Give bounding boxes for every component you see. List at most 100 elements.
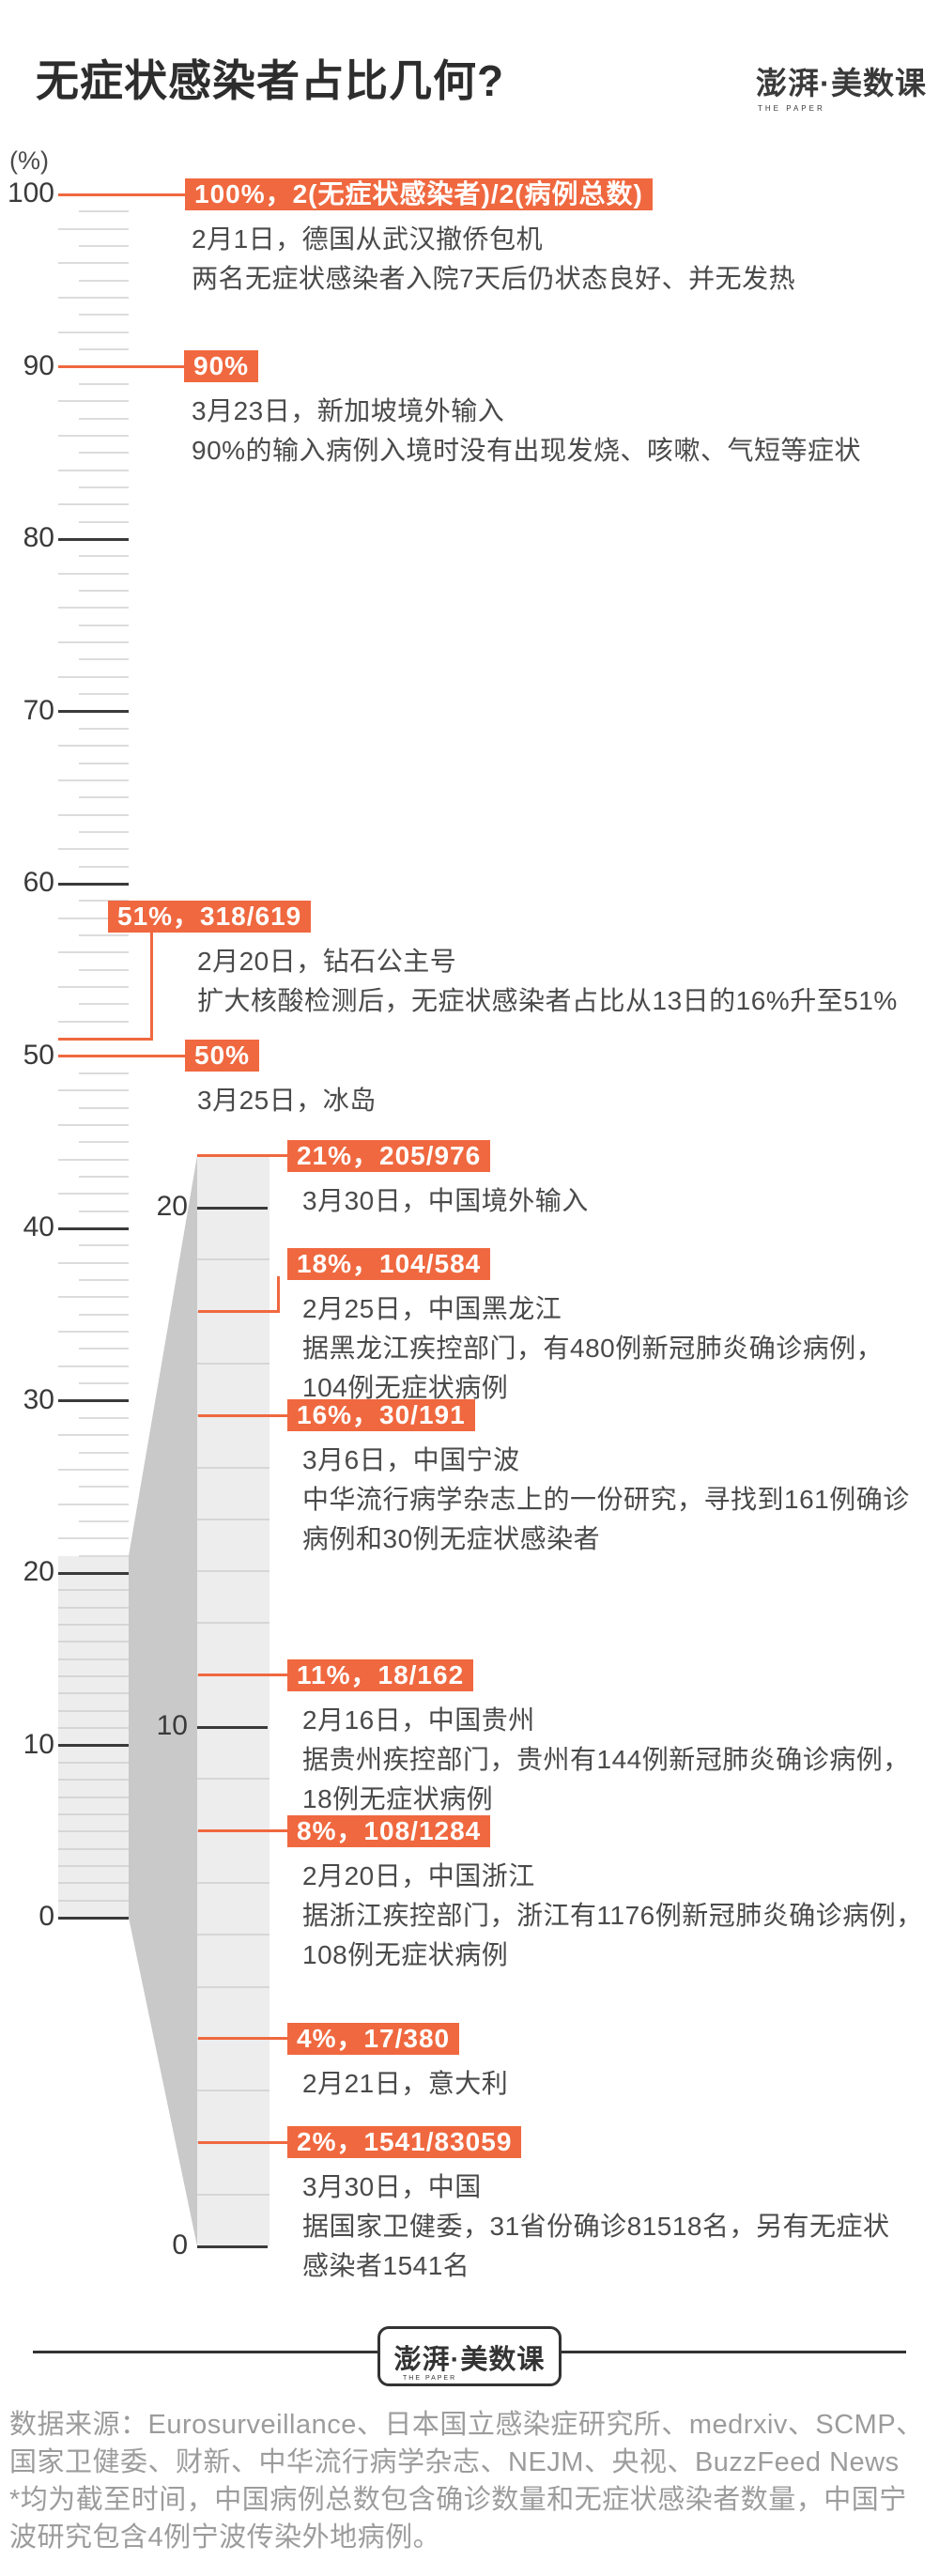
main-axis-minor-gridline bbox=[58, 641, 129, 644]
main-axis-minor-gridline bbox=[58, 1624, 129, 1627]
main-axis-minor-gridline bbox=[79, 693, 129, 696]
entry-note-line: 病例和30例无症状感染者 bbox=[302, 1524, 601, 1553]
inner-axis-minor-gridline bbox=[197, 1518, 269, 1520]
main-axis-tick-label: 90 bbox=[23, 349, 54, 381]
main-axis-minor-gridline bbox=[58, 1692, 129, 1695]
main-axis-tick bbox=[58, 1744, 129, 1747]
entry-note-line: 据国家卫健委，31省份确诊81518名，另有无症状 bbox=[302, 2212, 890, 2241]
axis-unit-label: (%) bbox=[9, 147, 49, 175]
main-axis-minor-gridline bbox=[79, 1244, 129, 1247]
main-axis-minor-gridline bbox=[79, 1416, 129, 1419]
main-axis-minor-gridline bbox=[58, 262, 129, 265]
inner-axis-minor-gridline bbox=[197, 1934, 269, 1936]
main-axis-tick-label: 20 bbox=[23, 1556, 54, 1587]
footnote-line: 数据来源：Eurosurveillance、日本国立感染症研究所、medrxiv… bbox=[9, 2410, 924, 2440]
main-axis-minor-gridline bbox=[58, 675, 129, 678]
brand-logo: 澎湃·美数课 THE PAPER bbox=[756, 58, 927, 113]
main-axis-tick-label: 0 bbox=[38, 1901, 54, 1932]
main-axis-tick-label: 10 bbox=[23, 1728, 54, 1760]
main-axis-minor-gridline bbox=[58, 1331, 129, 1334]
main-axis-minor-gridline bbox=[79, 1072, 129, 1074]
footnote-line: *均为截至时间，中国病例总数包含确诊数量和无症状感染者数量，中国宁 bbox=[9, 2485, 907, 2515]
entry-note-line: 3月30日，中国境外输入 bbox=[302, 1186, 589, 1215]
main-axis-minor-gridline bbox=[79, 417, 129, 420]
main-axis-minor-gridline bbox=[79, 1141, 129, 1144]
main-axis-tick bbox=[58, 1916, 129, 1920]
main-axis-minor-gridline bbox=[79, 968, 129, 971]
data-point-label: 90% bbox=[184, 350, 259, 382]
main-axis-minor-gridline bbox=[79, 555, 129, 558]
entry-note-line: 3月30日，中国 bbox=[302, 2172, 482, 2201]
inner-axis-tick bbox=[197, 2244, 268, 2248]
data-point-label: 11%，18/162 bbox=[287, 1659, 474, 1691]
entry-note-line: 3月25日，冰岛 bbox=[197, 1086, 377, 1115]
main-axis-minor-gridline bbox=[79, 1348, 129, 1350]
main-axis-minor-gridline bbox=[58, 1830, 129, 1833]
connector-line bbox=[58, 1055, 185, 1057]
main-axis-minor-gridline bbox=[58, 434, 129, 437]
connector-line-vertical bbox=[150, 929, 153, 1041]
page-title: 无症状感染者占比几何? bbox=[36, 56, 505, 105]
main-axis-minor-gridline bbox=[79, 624, 129, 626]
entry-note-line: 18例无症状病例 bbox=[302, 1784, 494, 1813]
main-axis-minor-gridline bbox=[58, 1589, 129, 1592]
main-axis-tick bbox=[58, 1571, 129, 1575]
inner-axis-tick-label: 20 bbox=[156, 1191, 188, 1222]
main-axis-minor-gridline bbox=[58, 1675, 129, 1678]
main-axis-minor-gridline bbox=[79, 452, 129, 455]
data-point-label: 8%，108/1284 bbox=[287, 1815, 491, 1847]
main-axis-minor-gridline bbox=[79, 934, 129, 937]
inner-axis-minor-gridline bbox=[197, 1778, 269, 1781]
inner-axis-minor-gridline bbox=[197, 1881, 269, 1884]
main-axis-minor-gridline bbox=[58, 813, 129, 816]
footer-logo: 澎湃·美数课 THE PAPER bbox=[377, 2326, 562, 2386]
main-axis-minor-gridline bbox=[58, 1796, 129, 1798]
data-point-label: 2%，1541/83059 bbox=[287, 2126, 522, 2158]
connector-line bbox=[198, 1674, 287, 1677]
inner-axis-tick-label: 10 bbox=[156, 1710, 188, 1741]
inner-axis-minor-gridline bbox=[197, 1258, 269, 1261]
main-axis-minor-gridline bbox=[58, 1847, 129, 1850]
inner-axis-tick bbox=[197, 1725, 268, 1729]
footnote-line: 波研究包含4例宁波传染外地病例。 bbox=[9, 2522, 441, 2553]
main-axis-minor-gridline bbox=[58, 1296, 129, 1299]
main-axis-highlight-region bbox=[58, 1555, 129, 1918]
main-axis-minor-gridline bbox=[79, 245, 129, 248]
main-axis-minor-gridline bbox=[58, 1812, 129, 1815]
entry-note-line: 2月16日，中国贵州 bbox=[302, 1705, 535, 1735]
main-axis-minor-gridline bbox=[58, 1193, 129, 1195]
main-axis-minor-gridline bbox=[79, 762, 129, 764]
entry-note-line: 2月21日，意大利 bbox=[302, 2069, 509, 2098]
main-axis-tick-label: 70 bbox=[23, 694, 54, 726]
main-axis-tick-label: 30 bbox=[23, 1383, 54, 1415]
main-axis-minor-gridline bbox=[58, 1261, 129, 1264]
entry-note-line: 据浙江疾控部门，浙江有1176例新冠肺炎确诊病例， bbox=[302, 1901, 923, 1930]
main-axis-minor-gridline bbox=[58, 1899, 129, 1902]
main-axis-minor-gridline bbox=[58, 331, 129, 333]
data-point-label: 51%，318/619 bbox=[108, 901, 312, 933]
main-axis-minor-gridline bbox=[79, 1554, 129, 1557]
main-axis-minor-gridline bbox=[79, 900, 129, 902]
main-axis-minor-gridline bbox=[79, 1451, 129, 1454]
main-axis-minor-gridline bbox=[58, 572, 129, 575]
main-axis-tick-label: 50 bbox=[23, 1039, 54, 1071]
main-axis-minor-gridline bbox=[58, 1158, 129, 1161]
main-axis-minor-gridline bbox=[58, 1089, 129, 1092]
entry-note-line: 中华流行病学杂志上的一份研究，寻找到161例确诊 bbox=[302, 1485, 910, 1514]
main-axis-minor-gridline bbox=[58, 1503, 129, 1505]
main-axis-minor-gridline bbox=[58, 400, 129, 403]
entry-note-line: 2月1日，德国从武汉撤侨包机 bbox=[192, 224, 544, 254]
main-axis-minor-gridline bbox=[58, 1468, 129, 1471]
main-axis-minor-gridline bbox=[58, 779, 129, 781]
brand-logo-text: 澎湃·美数课 bbox=[756, 66, 927, 100]
main-axis-minor-gridline bbox=[58, 1606, 129, 1609]
main-axis-minor-gridline bbox=[58, 1020, 129, 1023]
footer-rule-right bbox=[562, 2351, 906, 2353]
main-axis-minor-gridline bbox=[79, 1175, 129, 1178]
main-axis-minor-gridline bbox=[58, 1123, 129, 1126]
main-axis-minor-gridline bbox=[58, 1727, 129, 1730]
main-axis-tick bbox=[58, 1399, 129, 1402]
footer-rule-left bbox=[33, 2351, 377, 2353]
